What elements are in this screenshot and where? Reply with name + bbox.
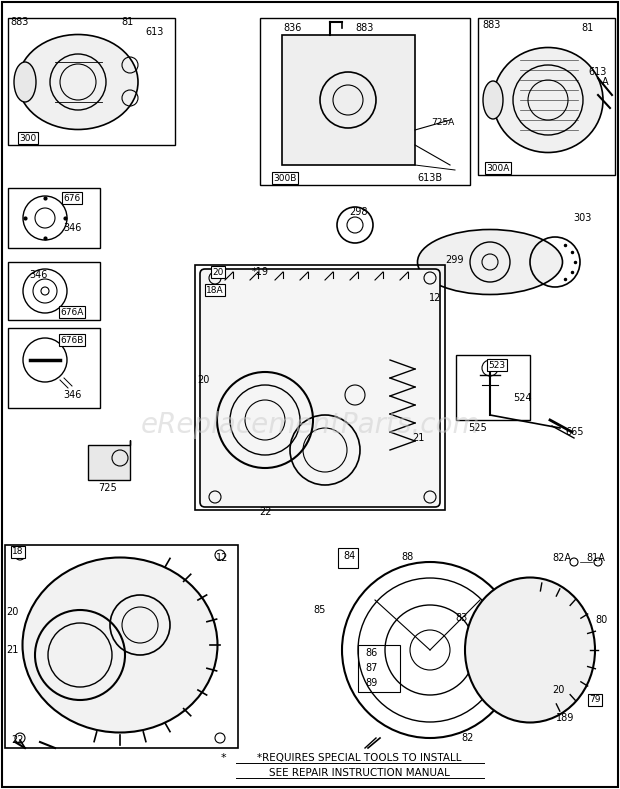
Text: 883: 883 [11, 17, 29, 27]
Ellipse shape [465, 578, 595, 723]
Text: 82A: 82A [552, 553, 572, 563]
Bar [8, 18, 175, 145]
Text: 665: 665 [565, 427, 584, 437]
Text: 299: 299 [446, 255, 464, 265]
Text: 22: 22 [12, 735, 24, 745]
Bar [478, 18, 615, 175]
Text: 189: 189 [556, 713, 574, 723]
Text: 303: 303 [573, 213, 591, 223]
Ellipse shape [483, 81, 503, 119]
Text: 613: 613 [589, 67, 607, 77]
Text: 676A: 676A [60, 308, 84, 316]
Bar [260, 18, 470, 185]
Text: 346: 346 [63, 223, 81, 233]
Ellipse shape [18, 35, 138, 129]
Text: 346: 346 [29, 270, 47, 280]
Text: 676: 676 [63, 193, 81, 203]
Text: 613: 613 [146, 27, 164, 37]
Text: 300A: 300A [486, 163, 510, 173]
Bar [8, 262, 100, 320]
Bar [5, 545, 238, 748]
Text: 883: 883 [483, 20, 501, 30]
Text: 883: 883 [356, 23, 374, 33]
Text: 20: 20 [6, 607, 18, 617]
Text: 81: 81 [121, 17, 133, 27]
Text: SEE REPAIR INSTRUCTION MANUAL: SEE REPAIR INSTRUCTION MANUAL [269, 768, 450, 778]
Text: 725A: 725A [432, 118, 454, 126]
Text: 725: 725 [99, 483, 117, 493]
PathPatch shape [88, 440, 130, 480]
Text: 298: 298 [348, 207, 367, 217]
Bar [282, 35, 415, 165]
Text: 21: 21 [6, 645, 18, 655]
Text: 87: 87 [366, 663, 378, 673]
Text: 89: 89 [366, 678, 378, 688]
Text: 86: 86 [366, 648, 378, 658]
Text: 300: 300 [19, 133, 37, 143]
Text: 300B: 300B [273, 174, 297, 182]
Text: eReplacementParts.com: eReplacementParts.com [140, 410, 480, 439]
Text: 676B: 676B [60, 335, 84, 345]
Text: 525: 525 [469, 423, 487, 433]
Text: 20: 20 [212, 267, 224, 276]
Text: 18: 18 [12, 548, 24, 556]
Text: 21: 21 [412, 433, 424, 443]
FancyBboxPatch shape [200, 269, 440, 507]
Ellipse shape [14, 62, 36, 102]
Ellipse shape [493, 47, 603, 152]
Text: 81: 81 [582, 23, 594, 33]
Bar [195, 265, 445, 510]
Text: 346: 346 [63, 390, 81, 400]
Text: *REQUIRES SPECIAL TOOLS TO INSTALL: *REQUIRES SPECIAL TOOLS TO INSTALL [257, 753, 462, 763]
Text: 12: 12 [216, 553, 228, 563]
Text: 836: 836 [284, 23, 302, 33]
Bar [456, 355, 530, 420]
Text: 22: 22 [259, 507, 272, 517]
Text: *19: *19 [252, 267, 268, 277]
Text: 18A: 18A [206, 286, 224, 294]
Text: 20: 20 [197, 375, 209, 385]
Text: 523: 523 [489, 361, 505, 369]
Text: 81A: 81A [587, 553, 606, 563]
Bar [358, 645, 400, 692]
Ellipse shape [417, 230, 562, 294]
Text: 524: 524 [513, 393, 531, 403]
Text: 84: 84 [344, 551, 356, 561]
Ellipse shape [22, 558, 218, 732]
Bar [8, 328, 100, 408]
Text: 20: 20 [552, 685, 564, 695]
Bar [8, 188, 100, 248]
Text: 85: 85 [314, 605, 326, 615]
Text: 80: 80 [596, 615, 608, 625]
Bar [338, 548, 358, 568]
Text: 12: 12 [429, 293, 441, 303]
Text: A: A [601, 77, 608, 87]
Text: 83: 83 [456, 613, 468, 623]
Text: 79: 79 [589, 695, 601, 705]
Text: 88: 88 [402, 552, 414, 562]
Text: 82: 82 [462, 733, 474, 743]
Text: *: * [220, 753, 226, 763]
Text: 613B: 613B [417, 173, 443, 183]
